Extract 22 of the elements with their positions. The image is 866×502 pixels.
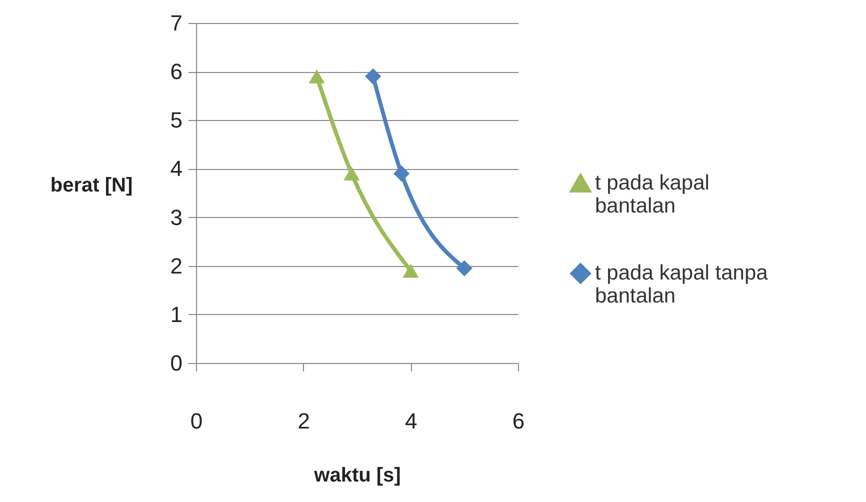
y-tick-label: 3 [170, 204, 182, 230]
x-axis-title: waktu [s] [313, 464, 401, 486]
point [402, 264, 419, 278]
y-tick-label: 2 [170, 253, 182, 278]
y-tick-label: 6 [170, 59, 182, 84]
point [365, 68, 382, 84]
legend-label: t pada kapal tanpa bantalan [595, 262, 768, 308]
x-tick-label: 6 [512, 408, 525, 434]
y-axis-title: berat [N] [50, 174, 133, 196]
y-tick-label: 5 [170, 108, 182, 133]
point [344, 166, 360, 181]
point [393, 166, 410, 182]
legend-label: t pada kapal bantalan [595, 172, 710, 218]
x-tick-label: 0 [190, 408, 203, 434]
y-tick-label: 7 [170, 10, 182, 36]
point [456, 260, 472, 276]
x-tick-label: 4 [405, 408, 418, 434]
x-tick-label: 2 [298, 408, 310, 434]
y-tick-label: 1 [170, 302, 182, 327]
point [308, 69, 325, 84]
y-tick-label: 0 [170, 350, 182, 376]
y-tick-label: 4 [170, 156, 182, 182]
